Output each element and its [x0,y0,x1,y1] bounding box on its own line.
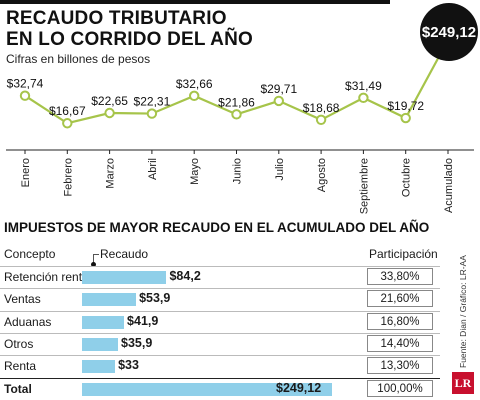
row-separator [0,288,440,290]
recaudo-pointer-dot [91,262,96,267]
recaudo-bar [82,315,125,329]
participation-value: 16,80% [367,312,433,330]
category-label: Marzo [105,158,117,189]
column-header-recaudo: Recaudo [100,247,149,261]
recaudo-value: $35,9 [121,335,153,350]
table-row: Renta $33 13,30% [0,356,440,376]
total-separator [0,377,440,379]
participation-value: 14,40% [367,334,433,352]
data-point [400,112,411,124]
concept-label: Retención renta [4,270,89,284]
chart-subtitle: Cifras en billones de pesos [6,52,151,66]
recaudo-bar [82,382,332,396]
chart-title-line1: RECAUDO TRIBUTARIO [6,8,227,29]
data-point [273,95,284,107]
total-badge: $249,12 [420,3,478,61]
data-label: $21,86 [218,95,255,109]
data-label: $32,74 [7,77,44,91]
data-point [19,90,31,101]
data-point [189,90,200,102]
category-label: Abril [147,158,159,180]
data-point [231,109,242,120]
top-rule [0,0,390,4]
recaudo-value: $41,9 [127,313,159,328]
data-point [146,108,158,119]
participation-value: 100,00% [367,379,433,397]
participation-value: 33,80% [367,268,433,285]
data-label: $19,72 [387,99,424,113]
recaudo-value: $53,9 [139,291,171,306]
row-separator [0,355,440,357]
data-label: $16,67 [49,104,86,118]
data-point [104,107,115,119]
recaudo-bar [82,271,167,284]
bar-section-title: IMPUESTOS DE MAYOR RECAUDO EN EL ACUMULA… [4,220,430,235]
data-label: $18,68 [303,101,340,115]
concept-label: Otros [4,336,34,351]
concept-label: Aduanas [4,314,52,329]
lr-logo: LR [452,372,474,394]
category-label: Acumulado [443,158,455,213]
recaudo-bar [82,360,116,374]
category-label: Agosto [316,158,328,192]
concept-label: Total [4,381,32,396]
category-label: Mayo [189,158,201,185]
data-label: $22,65 [91,94,128,108]
participation-value: 21,60% [367,290,433,308]
data-label: $29,71 [260,82,297,96]
line-chart: $32,74 $16,67 $22,65 $22,31 $32,66 $21,86 $29,… [6,39,474,214]
category-label: Septiembre [358,158,370,214]
source-note: Fuente: Dian / Gráfico: LR-AA [458,255,468,368]
data-label: $32,66 [176,77,213,91]
category-label: Junio [232,158,244,184]
column-header-participacion: Participación [369,247,438,261]
row-separator [0,266,440,267]
recaudo-bar [82,293,137,307]
table-row: Retención renta $84,2 33,80% [0,267,440,287]
recaudo-pointer-line [93,254,94,264]
recaudo-value: $84,2 [169,269,201,283]
category-label: Febrero [62,158,74,197]
table-row: Otros $35,9 14,40% [0,334,440,354]
chart-title-line2: EN LO CORRIDO DEL AÑO [6,29,253,50]
recaudo-bar [82,337,119,351]
total-row: Total $249,12 100,00% [0,379,440,399]
row-separator [0,332,440,334]
recaudo-value: $249,12 [276,380,322,395]
participation-value: 13,30% [367,357,433,375]
chart-title: RECAUDO TRIBUTARIO EN LO CORRIDO DEL AÑO [6,8,253,50]
data-label: $31,49 [345,79,382,93]
row-separator [0,310,440,312]
recaudo-value: $33 [118,358,139,373]
category-label: Enero [20,158,32,187]
column-header-concepto: Concepto [4,247,56,261]
recaudo-pointer-tick [93,254,99,255]
table-row: Ventas $53,9 21,60% [0,289,440,309]
data-point [62,118,73,129]
data-label: $22,31 [134,95,171,109]
data-point [315,114,327,126]
table-row: Aduanas $41,9 16,80% [0,312,440,332]
concept-label: Ventas [4,292,41,307]
data-point [358,92,369,104]
category-label: Octubre [401,158,413,197]
concept-label: Renta [4,359,37,374]
category-label: Julio [274,158,286,181]
